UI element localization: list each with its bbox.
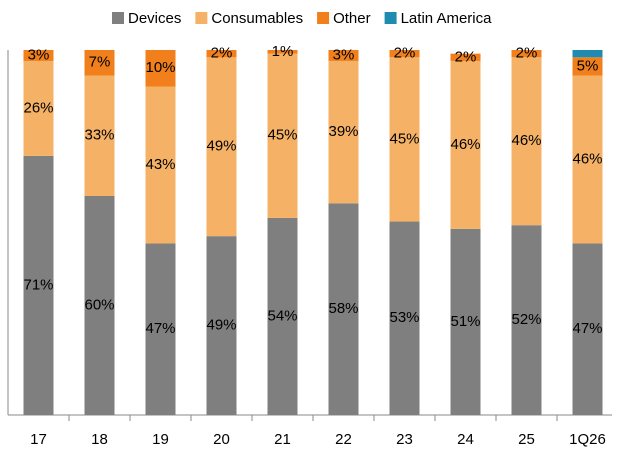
data-label: 3%	[333, 46, 355, 63]
data-label: 7%	[89, 54, 111, 71]
legend-swatch	[384, 12, 397, 24]
data-label: 60%	[84, 296, 114, 313]
data-label: 33%	[84, 127, 114, 144]
bar-segment	[450, 228, 481, 415]
x-tick-label: 21	[274, 431, 291, 448]
bar-segment	[572, 57, 603, 76]
data-label: 46%	[572, 150, 602, 167]
data-label: 2%	[455, 48, 477, 65]
bar-segment	[206, 57, 237, 237]
x-tick-label: 19	[152, 431, 169, 448]
legend-label: Devices	[128, 10, 181, 27]
legend-label: Latin America	[401, 10, 493, 27]
bar-segment	[450, 53, 481, 61]
bar-segment	[328, 50, 359, 61]
bar-segment	[23, 155, 54, 415]
data-label: 52%	[511, 311, 541, 328]
data-label: 54%	[267, 307, 297, 324]
bar-segment	[511, 57, 542, 226]
data-label: 45%	[389, 130, 419, 147]
data-label: 45%	[267, 127, 297, 144]
data-label: 47%	[145, 320, 175, 337]
legend-swatch	[112, 12, 124, 24]
data-label: 47%	[572, 320, 602, 337]
bar-segment	[572, 243, 603, 415]
bar-segment	[145, 86, 176, 244]
bar-segment	[267, 53, 298, 218]
data-label: 51%	[450, 313, 480, 330]
x-tick-label: 1Q26	[569, 431, 606, 448]
data-label: 46%	[511, 132, 541, 149]
legend-label: Consumables	[211, 10, 303, 27]
x-tick-label: 17	[30, 431, 47, 448]
bar-segment	[145, 50, 176, 87]
legend-swatch	[195, 12, 208, 24]
data-label: 39%	[328, 123, 358, 140]
x-tick-label: 18	[91, 431, 108, 448]
bar-segment	[84, 50, 115, 76]
data-label: 46%	[450, 136, 480, 153]
x-tick-label: 24	[457, 431, 474, 448]
bar-segment	[328, 203, 359, 415]
bar-segment	[511, 50, 542, 58]
bar-segment	[84, 75, 115, 196]
bar-segment	[206, 50, 237, 58]
data-label: 2%	[211, 45, 233, 62]
x-tick-label: 25	[518, 431, 535, 448]
data-label: 2%	[516, 45, 538, 62]
data-label: 5%	[577, 57, 599, 74]
data-label: 10%	[145, 59, 175, 76]
legend-swatch	[317, 12, 330, 24]
bar-segment	[572, 75, 603, 244]
bar-segment	[511, 225, 542, 415]
data-label: 49%	[206, 317, 236, 334]
bar-segment	[23, 50, 54, 61]
x-tick-label: 20	[213, 431, 230, 448]
legend-label: Other	[333, 10, 371, 27]
data-label: 26%	[23, 99, 53, 116]
bar-segment	[84, 196, 115, 415]
bar-segment	[389, 50, 420, 58]
data-label: 49%	[206, 138, 236, 155]
bar-segment	[328, 60, 359, 204]
data-label: 71%	[23, 276, 53, 293]
x-tick-label: 23	[396, 431, 413, 448]
bar-segment	[23, 60, 54, 156]
data-label: 2%	[394, 45, 416, 62]
bar-segment	[206, 236, 237, 415]
bar-segment	[267, 217, 298, 415]
x-tick-label: 22	[335, 431, 352, 448]
bar-segment	[572, 50, 603, 58]
bar-segment	[145, 243, 176, 415]
data-label: 1%	[272, 43, 294, 60]
bar-segment	[450, 60, 481, 229]
bar-segment	[389, 221, 420, 415]
data-label: 3%	[28, 46, 50, 63]
data-label: 53%	[389, 309, 419, 326]
data-label: 43%	[145, 156, 175, 173]
data-label: 58%	[328, 300, 358, 317]
bar-segment	[389, 57, 420, 222]
bar-segment	[267, 50, 298, 54]
